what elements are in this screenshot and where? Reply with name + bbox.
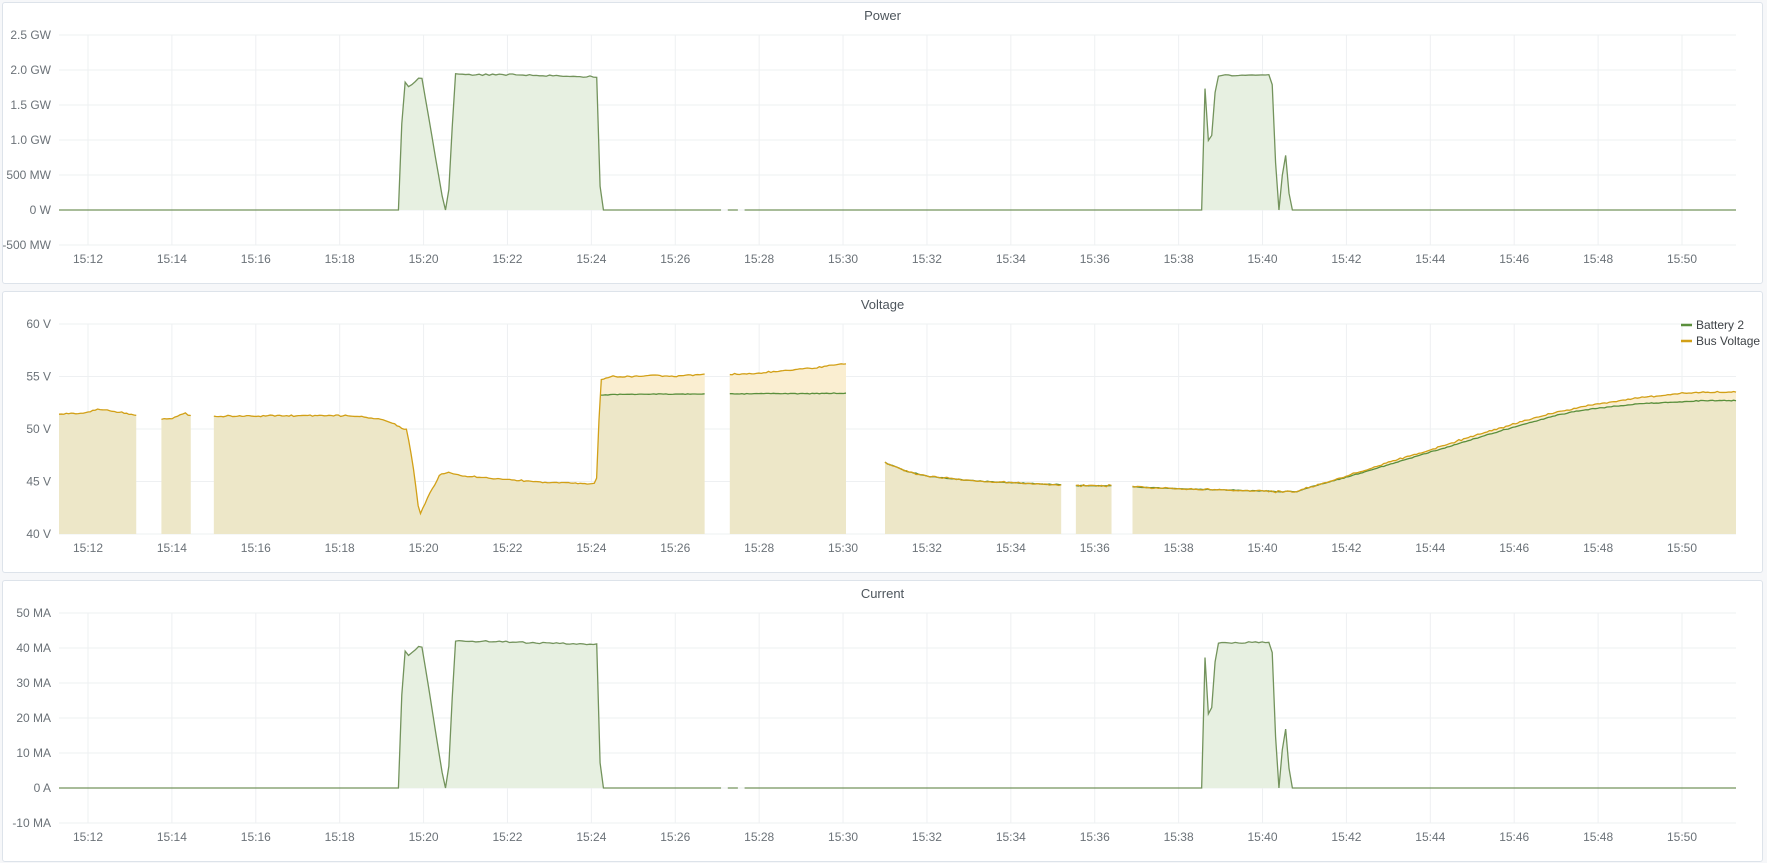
svg-text:15:48: 15:48	[1583, 252, 1613, 266]
svg-text:15:38: 15:38	[1164, 252, 1194, 266]
svg-text:15:34: 15:34	[996, 252, 1026, 266]
svg-text:15:32: 15:32	[912, 541, 942, 555]
svg-text:15:16: 15:16	[241, 252, 271, 266]
svg-text:15:26: 15:26	[660, 541, 690, 555]
svg-text:15:34: 15:34	[996, 830, 1026, 844]
svg-text:15:20: 15:20	[409, 830, 439, 844]
svg-text:15:40: 15:40	[1248, 830, 1278, 844]
svg-text:-500 MW: -500 MW	[3, 238, 52, 252]
svg-text:15:46: 15:46	[1499, 252, 1529, 266]
svg-text:15:42: 15:42	[1331, 830, 1361, 844]
svg-text:15:36: 15:36	[1080, 830, 1110, 844]
svg-text:15:44: 15:44	[1415, 541, 1445, 555]
svg-text:15:22: 15:22	[492, 830, 522, 844]
svg-text:15:18: 15:18	[325, 830, 355, 844]
svg-text:15:22: 15:22	[492, 252, 522, 266]
svg-text:15:28: 15:28	[744, 541, 774, 555]
svg-text:15:14: 15:14	[157, 252, 187, 266]
svg-text:0 A: 0 A	[34, 781, 51, 795]
svg-text:Battery 2: Battery 2	[1696, 318, 1744, 332]
svg-text:15:38: 15:38	[1164, 541, 1194, 555]
svg-text:15:18: 15:18	[325, 252, 355, 266]
svg-text:15:50: 15:50	[1667, 830, 1697, 844]
svg-text:Bus Voltage: Bus Voltage	[1696, 334, 1760, 348]
svg-text:15:48: 15:48	[1583, 541, 1613, 555]
svg-text:15:32: 15:32	[912, 830, 942, 844]
svg-text:15:34: 15:34	[996, 541, 1026, 555]
svg-text:1.0 GW: 1.0 GW	[10, 133, 51, 147]
svg-text:15:20: 15:20	[409, 541, 439, 555]
svg-text:40 MA: 40 MA	[16, 641, 51, 655]
svg-text:15:14: 15:14	[157, 541, 187, 555]
svg-text:15:44: 15:44	[1415, 830, 1445, 844]
svg-text:15:28: 15:28	[744, 830, 774, 844]
svg-text:15:46: 15:46	[1499, 541, 1529, 555]
svg-text:15:30: 15:30	[828, 252, 858, 266]
svg-text:40 V: 40 V	[26, 527, 51, 541]
svg-text:15:12: 15:12	[73, 541, 103, 555]
svg-text:15:28: 15:28	[744, 252, 774, 266]
svg-text:2.0 GW: 2.0 GW	[10, 63, 51, 77]
svg-text:30 MA: 30 MA	[16, 676, 51, 690]
svg-text:15:26: 15:26	[660, 252, 690, 266]
svg-text:15:16: 15:16	[241, 830, 271, 844]
svg-text:-10 MA: -10 MA	[12, 816, 51, 830]
svg-text:15:38: 15:38	[1164, 830, 1194, 844]
svg-text:15:24: 15:24	[576, 252, 606, 266]
svg-text:15:24: 15:24	[576, 541, 606, 555]
svg-text:15:50: 15:50	[1667, 252, 1697, 266]
svg-text:15:46: 15:46	[1499, 830, 1529, 844]
svg-text:15:50: 15:50	[1667, 541, 1697, 555]
svg-text:15:24: 15:24	[576, 830, 606, 844]
svg-text:50 V: 50 V	[26, 422, 51, 436]
svg-text:15:22: 15:22	[492, 541, 522, 555]
svg-text:2.5 GW: 2.5 GW	[10, 28, 51, 42]
svg-text:15:32: 15:32	[912, 252, 942, 266]
svg-text:20 MA: 20 MA	[16, 711, 51, 725]
svg-text:15:30: 15:30	[828, 830, 858, 844]
svg-text:1.5 GW: 1.5 GW	[10, 98, 51, 112]
svg-text:15:42: 15:42	[1331, 541, 1361, 555]
svg-text:10 MA: 10 MA	[16, 746, 51, 760]
svg-text:15:14: 15:14	[157, 830, 187, 844]
svg-text:15:30: 15:30	[828, 541, 858, 555]
svg-text:15:16: 15:16	[241, 541, 271, 555]
svg-text:45 V: 45 V	[26, 475, 51, 489]
svg-text:0 W: 0 W	[30, 203, 52, 217]
svg-text:15:44: 15:44	[1415, 252, 1445, 266]
svg-text:15:40: 15:40	[1248, 541, 1278, 555]
svg-text:55 V: 55 V	[26, 370, 51, 384]
svg-text:15:40: 15:40	[1248, 252, 1278, 266]
svg-text:15:42: 15:42	[1331, 252, 1361, 266]
svg-text:15:36: 15:36	[1080, 252, 1110, 266]
svg-text:15:12: 15:12	[73, 252, 103, 266]
svg-text:50 MA: 50 MA	[16, 606, 51, 620]
svg-text:15:48: 15:48	[1583, 830, 1613, 844]
svg-text:15:12: 15:12	[73, 830, 103, 844]
svg-text:60 V: 60 V	[26, 317, 51, 331]
svg-text:15:20: 15:20	[409, 252, 439, 266]
svg-text:15:36: 15:36	[1080, 541, 1110, 555]
svg-text:15:26: 15:26	[660, 830, 690, 844]
svg-text:15:18: 15:18	[325, 541, 355, 555]
svg-text:500 MW: 500 MW	[6, 168, 51, 182]
